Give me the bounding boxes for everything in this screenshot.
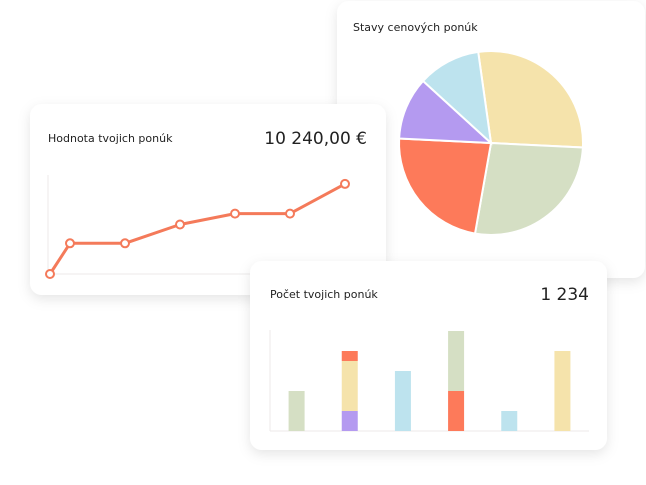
bar-card: Počet tvojich ponúk 1 234 xyxy=(250,261,607,450)
point xyxy=(45,269,55,279)
point xyxy=(120,238,130,249)
pie-slice xyxy=(398,137,493,235)
card-title: Stavy cenových ponúk xyxy=(353,21,478,34)
point xyxy=(175,219,185,230)
card-title: Hodnota tvojich ponúk xyxy=(48,132,173,145)
point xyxy=(285,208,295,219)
card-total: 1 234 xyxy=(540,285,589,305)
point xyxy=(340,178,350,189)
bar-segment xyxy=(448,391,465,431)
bar-segment xyxy=(394,371,411,431)
card xyxy=(250,261,607,450)
pie-slice xyxy=(421,50,493,146)
pie-slice xyxy=(477,50,584,149)
bar-segment xyxy=(288,391,305,431)
card xyxy=(30,104,386,295)
bar-segment xyxy=(341,411,358,431)
bar-segment xyxy=(341,351,358,361)
point xyxy=(230,208,240,219)
pie-slice xyxy=(473,141,584,236)
point xyxy=(65,238,75,249)
bar-segment xyxy=(554,351,571,431)
bar-segment xyxy=(448,331,465,391)
bar-segment xyxy=(341,361,358,411)
card-total: 10 240,00 € xyxy=(264,129,367,149)
card-title: Počet tvojich ponúk xyxy=(270,288,378,301)
pie-card: Stavy cenových ponúk xyxy=(337,1,645,278)
bar-segment xyxy=(501,411,518,431)
